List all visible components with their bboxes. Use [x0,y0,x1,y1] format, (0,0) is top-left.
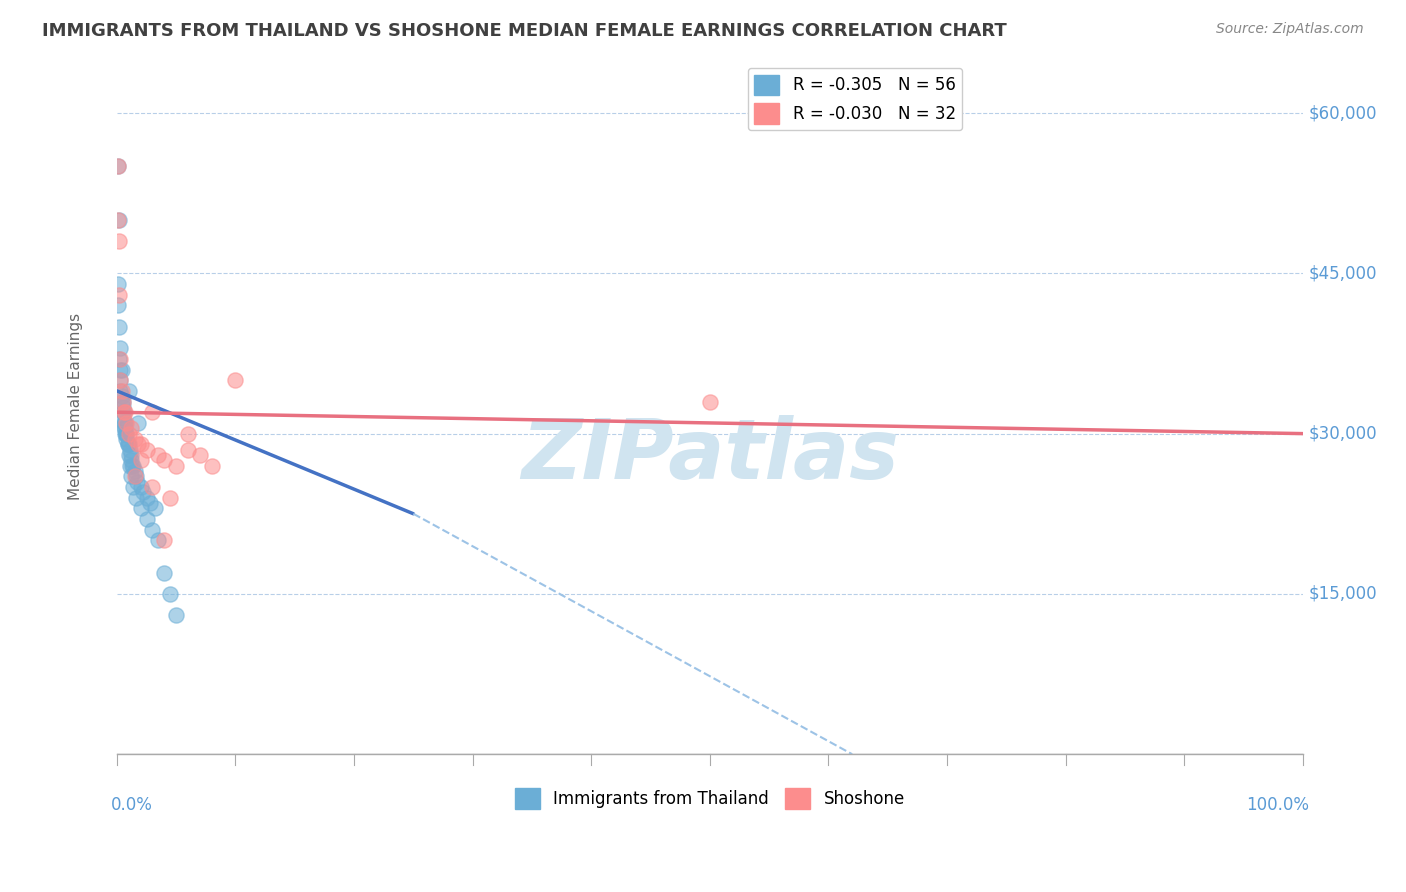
Point [118,442,141,457]
Point [135,491,157,505]
Point [118,437,141,451]
Point [114,416,136,430]
Point [121,458,143,473]
Point [111,394,134,409]
Point [112,421,135,435]
Point [139,496,162,510]
Point [127,437,149,451]
Point [108,351,131,366]
Point [110,362,132,376]
Point [177,426,200,441]
Point [117,437,139,451]
Point [120,421,142,435]
Point [108,319,131,334]
Point [118,426,141,441]
Point [112,405,135,419]
Point [118,458,141,473]
Point [201,458,224,473]
Text: $60,000: $60,000 [1309,104,1378,122]
Point [115,432,138,446]
Point [112,416,135,430]
Point [124,464,146,478]
Point [188,448,211,462]
Text: $15,000: $15,000 [1309,585,1378,603]
Point [141,405,163,419]
Text: ZIPatlas: ZIPatlas [522,415,898,496]
Point [141,523,163,537]
Point [165,458,187,473]
Point [110,384,132,398]
Point [122,480,145,494]
Point [125,475,148,489]
Point [129,501,152,516]
Point [141,480,163,494]
Point [159,491,181,505]
Point [125,491,148,505]
Point [699,394,721,409]
Point [110,341,132,355]
Point [107,277,129,291]
Point [120,469,142,483]
Text: Source: ZipAtlas.com: Source: ZipAtlas.com [1216,22,1364,37]
Point [165,608,187,623]
Point [111,400,134,414]
Point [108,213,131,227]
Point [112,405,135,419]
Point [107,298,129,312]
Point [114,426,136,441]
Point [108,287,131,301]
Point [111,394,134,409]
Point [115,416,138,430]
Point [111,362,134,376]
Text: $45,000: $45,000 [1309,264,1378,283]
Point [107,160,129,174]
Point [108,234,131,248]
Point [110,373,132,387]
Point [124,469,146,483]
Point [129,480,152,494]
Text: IMMIGRANTS FROM THAILAND VS SHOSHONE MEDIAN FEMALE EARNINGS CORRELATION CHART: IMMIGRANTS FROM THAILAND VS SHOSHONE MED… [42,22,1007,40]
Point [118,448,141,462]
Point [148,533,170,548]
Point [143,501,166,516]
Point [135,512,157,526]
Point [111,394,134,409]
Text: $30,000: $30,000 [1309,425,1378,442]
Point [153,566,176,580]
Text: Median Female Earnings: Median Female Earnings [67,313,83,500]
Point [110,351,132,366]
Point [132,485,155,500]
Point [114,405,136,419]
Point [110,373,132,387]
Point [159,587,181,601]
Point [127,416,149,430]
Point [153,453,176,467]
Point [177,442,200,457]
Point [153,533,176,548]
Point [124,432,146,446]
Point [148,448,170,462]
Point [120,453,142,467]
Point [114,421,136,435]
Text: 0.0%: 0.0% [111,796,153,814]
Text: 100.0%: 100.0% [1246,796,1309,814]
Point [122,458,145,473]
Legend: Immigrants from Thailand, Shoshone: Immigrants from Thailand, Shoshone [508,781,911,815]
Point [111,410,134,425]
Point [111,405,134,419]
Point [118,384,141,398]
Point [115,426,138,441]
Point [107,213,129,227]
Point [117,437,139,451]
Point [111,389,134,403]
Point [115,426,138,441]
Point [111,384,134,398]
Point [129,437,152,451]
Point [129,453,152,467]
Point [224,373,246,387]
Point [107,160,129,174]
Point [125,469,148,483]
Point [135,442,157,457]
Point [120,448,142,462]
